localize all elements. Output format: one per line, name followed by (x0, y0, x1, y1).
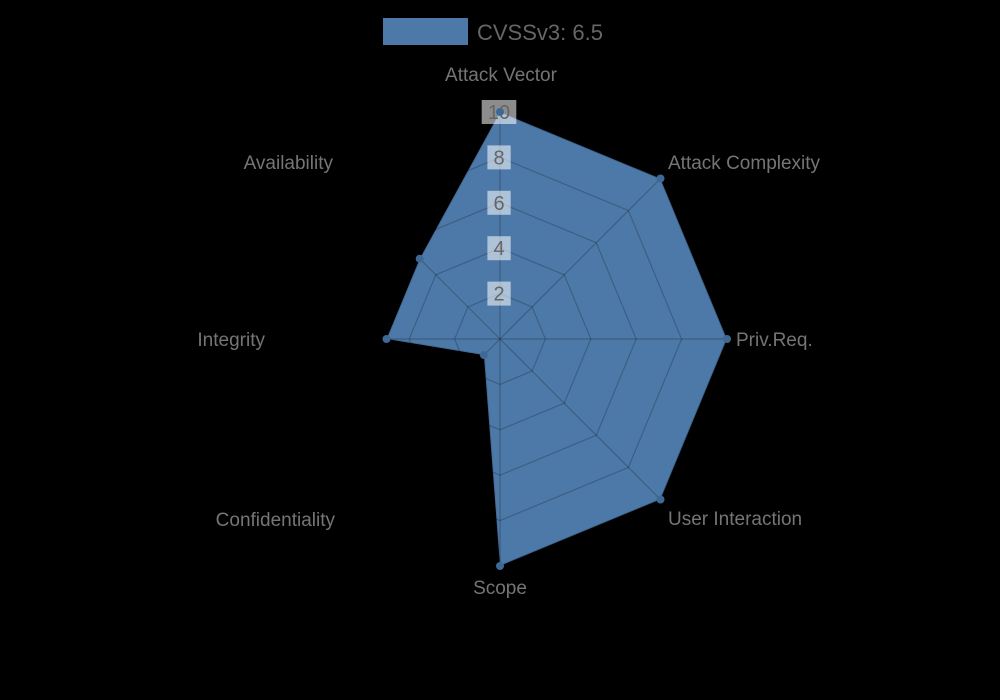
axis-label-priv-req: Priv.Req. (736, 330, 813, 351)
data-point-availability (415, 254, 424, 263)
grid-spoke (499, 178, 661, 340)
grid-ring-2 (453, 292, 547, 386)
grid-ring-8 (317, 156, 683, 522)
tick-backdrop (487, 145, 511, 170)
tick-label-6: 6 (493, 193, 504, 215)
data-point-user-interaction (656, 495, 665, 504)
tick-backdrop (487, 190, 511, 215)
legend-item[interactable]: CVSSv3: 6.5 (383, 18, 603, 45)
grid-ring-6 (363, 202, 637, 476)
axis-label-user-interaction: User Interaction (668, 509, 802, 530)
axis-label-scope: Scope (473, 578, 527, 599)
data-point-confidentiality (479, 351, 488, 360)
data-point-integrity (382, 335, 391, 343)
tick-label-4: 4 (493, 238, 504, 260)
tick-backdrop (487, 281, 511, 306)
axis-label-attack-complexity: Attack Complexity (668, 153, 821, 174)
data-point-attack-vector (496, 108, 504, 116)
data-point-priv-req (723, 335, 731, 343)
tick-backdrop (487, 236, 511, 261)
radial-tick-labels: 246810 (481, 100, 517, 306)
grid-spoke (499, 338, 661, 500)
grid-ring-4 (408, 247, 592, 431)
axis-label-integrity: Integrity (197, 330, 265, 351)
axis-label-availability: Availability (244, 153, 334, 174)
grid-spoke (339, 338, 501, 500)
data-point-attack-complexity (656, 174, 665, 183)
dataset-points (382, 108, 731, 570)
legend-label: CVSSv3: 6.5 (477, 20, 603, 45)
tick-label-2: 2 (493, 284, 504, 306)
legend-swatch-icon (383, 18, 468, 45)
tick-label-8: 8 (493, 147, 504, 169)
data-point-scope (496, 562, 504, 570)
axis-label-confidentiality: Confidentiality (216, 510, 336, 531)
axis-label-attack-vector: Attack Vector (445, 65, 558, 86)
axis-labels: Attack Vector Attack Complexity Priv.Req. U… (197, 65, 820, 599)
